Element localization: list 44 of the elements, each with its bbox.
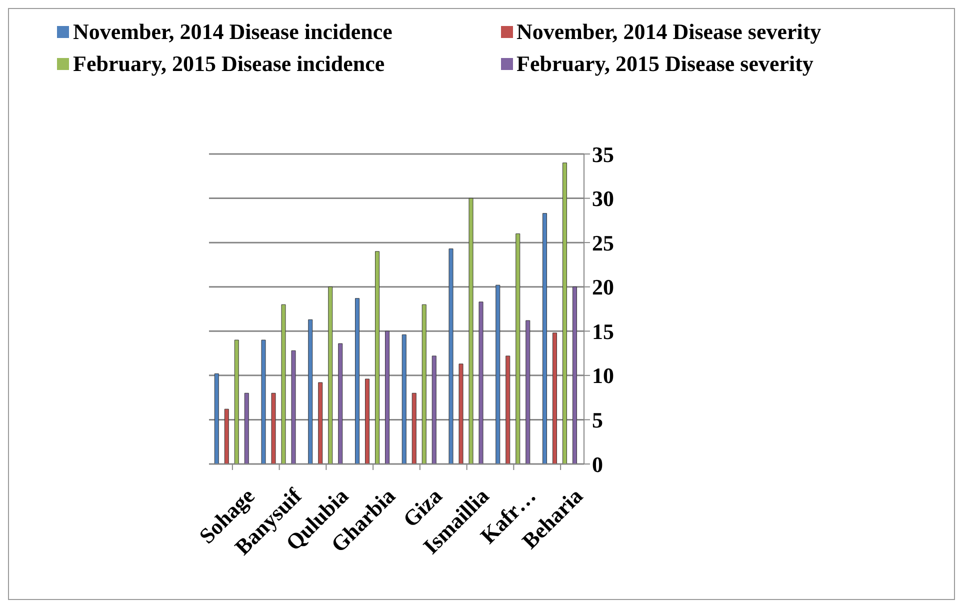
bar bbox=[375, 251, 380, 464]
bar bbox=[291, 350, 296, 464]
y-tick-label: 35 bbox=[592, 142, 614, 167]
bar bbox=[562, 162, 567, 464]
bar bbox=[224, 408, 229, 464]
bar bbox=[478, 302, 484, 464]
y-tick-label: 30 bbox=[592, 186, 614, 212]
bar bbox=[261, 340, 266, 464]
bar bbox=[244, 392, 249, 464]
bar bbox=[412, 392, 416, 464]
y-tick-label: 0 bbox=[592, 452, 603, 477]
bar bbox=[402, 334, 406, 464]
bar bbox=[432, 356, 436, 464]
bar bbox=[234, 340, 239, 464]
bar bbox=[448, 248, 454, 464]
bar bbox=[355, 298, 360, 464]
bar bbox=[318, 382, 323, 464]
bar bbox=[542, 213, 547, 464]
bar bbox=[271, 392, 276, 464]
legend-label: November, 2014 Disease severity bbox=[516, 19, 822, 45]
bar bbox=[572, 286, 577, 464]
bar bbox=[516, 233, 520, 464]
bar bbox=[458, 364, 464, 464]
bar bbox=[552, 332, 557, 464]
bar bbox=[308, 319, 313, 464]
y-tick-label: 5 bbox=[592, 408, 603, 433]
bar bbox=[506, 356, 510, 464]
y-tick-label: 20 bbox=[592, 274, 614, 300]
bar bbox=[526, 320, 530, 464]
legend-label: November, 2014 Disease incidence bbox=[73, 19, 392, 45]
legend-label: February, 2015 Disease severity bbox=[516, 51, 814, 77]
bar bbox=[422, 304, 426, 464]
bar bbox=[496, 284, 500, 464]
y-tick-label: 10 bbox=[592, 363, 614, 388]
bar bbox=[468, 198, 474, 464]
bar bbox=[385, 330, 390, 464]
y-tick-label: 15 bbox=[592, 318, 614, 344]
bar bbox=[365, 378, 370, 464]
bar bbox=[281, 304, 286, 464]
bar bbox=[328, 286, 333, 464]
y-tick-label: 25 bbox=[592, 230, 614, 256]
legend-label: February, 2015 Disease incidence bbox=[73, 51, 385, 77]
bar bbox=[338, 343, 343, 464]
bar bbox=[214, 373, 219, 464]
